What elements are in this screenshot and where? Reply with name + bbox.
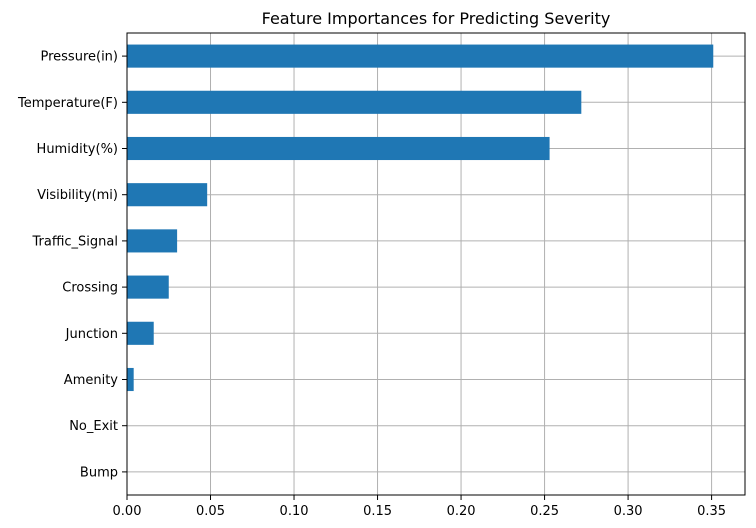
bar [127,367,134,392]
y-tick-label: Traffic_Signal [32,234,119,249]
plot-frame [126,32,746,496]
y-tick-label: No_Exit [69,419,118,434]
bar [127,44,714,68]
y-tick-label: Visibility(mi) [37,188,118,203]
chart-title: Feature Importances for Predicting Sever… [262,9,611,28]
x-tick-label: 0.30 [614,504,643,519]
y-tick-label: Crossing [62,281,118,296]
x-tick-label: 0.25 [530,504,559,519]
bar [127,183,208,207]
y-axis-ticks: Pressure(in) Temperature(F) Humidity(%) Vis… [17,50,127,480]
bar [127,229,178,253]
x-tick-label: 0.20 [447,504,476,519]
x-tick-label: 0.05 [196,504,225,519]
x-tick-label: 0.15 [363,504,392,519]
x-tick-label: 0.00 [113,504,142,519]
x-tick-label: 0.35 [697,504,726,519]
y-tick-label: Pressure(in) [40,50,118,65]
y-tick-label: Humidity(%) [37,142,118,157]
y-tick-label: Temperature(F) [17,96,118,111]
bar [127,275,169,299]
x-axis-ticks: 0.00 0.05 0.10 0.15 0.20 0.25 0.30 0.35 [113,495,726,519]
y-tick-label: Junction [65,327,118,342]
y-tick-label: Bump [80,465,118,480]
bar [127,321,154,345]
y-tick-label: Amenity [64,373,119,388]
bars [127,44,714,392]
bar [127,136,550,161]
x-tick-label: 0.10 [280,504,309,519]
bar [127,90,582,114]
